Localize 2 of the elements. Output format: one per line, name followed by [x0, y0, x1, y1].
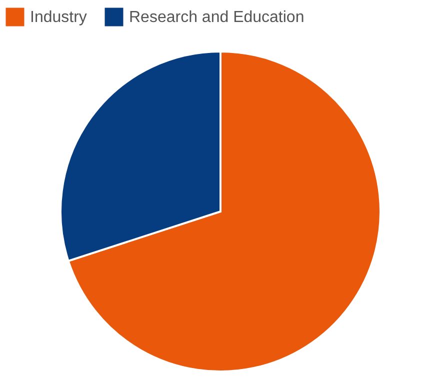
- legend-label: Industry: [30, 9, 87, 26]
- legend-label: Research and Education: [129, 9, 304, 26]
